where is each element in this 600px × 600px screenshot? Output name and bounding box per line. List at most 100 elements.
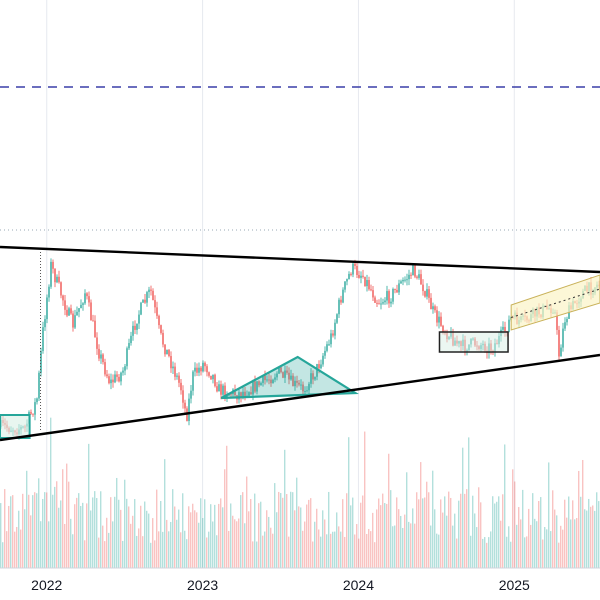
volume-bar [550, 531, 552, 568]
candle-body [134, 325, 136, 330]
candle-body [360, 275, 362, 278]
volume-bar [34, 492, 36, 568]
volume-bar [124, 479, 126, 568]
candle-body [220, 384, 222, 395]
volume-bar [198, 522, 200, 568]
volume-bar [356, 524, 358, 568]
candle-body [330, 333, 332, 345]
candle-body [336, 314, 338, 323]
candle-body [378, 303, 380, 305]
volume-bar [196, 512, 198, 568]
volume-bar [464, 493, 466, 568]
candle-body [318, 364, 320, 369]
candle-body [430, 297, 432, 310]
candle-body [416, 276, 418, 278]
volume-bar [308, 499, 310, 568]
volume-bar [46, 492, 48, 568]
candle-body [150, 289, 152, 291]
volume-bar [428, 492, 430, 568]
candle-body [412, 264, 414, 276]
volume-bar [90, 510, 92, 568]
volume-bar [526, 536, 528, 568]
volume-bar [312, 541, 314, 568]
volume-bar [556, 515, 558, 568]
candle-body [428, 289, 430, 298]
volume-bar [472, 495, 474, 568]
volume-bar [414, 523, 416, 568]
volume-bar [480, 502, 482, 568]
candle-body [302, 384, 304, 392]
candle-body [502, 326, 504, 330]
candle-body [388, 291, 390, 304]
candle-body [34, 402, 36, 415]
volume-bar [396, 497, 398, 568]
candle-body [272, 379, 274, 384]
volume-bar [192, 503, 194, 568]
candle-body [424, 291, 426, 297]
volume-bar [338, 526, 340, 568]
volume-bar [538, 501, 540, 568]
candle-body [398, 283, 400, 293]
volume-bar [206, 537, 208, 568]
volume-bar [222, 507, 224, 568]
range-box [438, 331, 509, 353]
consolidation-box-left [0, 414, 31, 439]
candle-body [362, 275, 364, 277]
volume-bar [374, 542, 376, 568]
candle-body [248, 392, 250, 396]
candle-body [296, 380, 298, 383]
volume-bar [592, 505, 594, 568]
candle-body [82, 303, 84, 305]
volume-bar [572, 500, 574, 568]
volume-bar [330, 533, 332, 568]
volume-bar [102, 525, 104, 568]
volume-bar [148, 513, 150, 568]
candle-body [160, 325, 162, 333]
volume-bar [272, 533, 274, 568]
volume-bar [568, 496, 570, 568]
candle-body [358, 274, 360, 278]
candle-body [354, 263, 356, 266]
volume-bar [126, 498, 128, 568]
volume-bar [470, 535, 472, 568]
candle-body [178, 375, 180, 383]
candle-body [262, 375, 264, 383]
candle-body [174, 366, 176, 377]
volume-bar [186, 539, 188, 568]
volume-bar [544, 527, 546, 568]
volume-bar [256, 541, 258, 568]
candle-body [332, 333, 334, 336]
x-tick-label: 2022 [31, 577, 62, 593]
candle-body [420, 274, 422, 285]
candle-body [120, 372, 122, 382]
volume-bar [570, 519, 572, 568]
candle-body [110, 379, 112, 384]
volume-bar [582, 459, 584, 568]
candle-body [556, 312, 558, 330]
volume-bar [232, 515, 234, 568]
candle-body [184, 402, 186, 409]
candle-body [188, 398, 190, 421]
volume-bar [486, 542, 488, 568]
candle-body [270, 379, 272, 384]
volume-bar [250, 499, 252, 568]
volume-bar [98, 537, 100, 568]
candle-body [408, 274, 410, 280]
volume-bar [128, 506, 130, 568]
candle-body [62, 295, 64, 301]
volume-bar [48, 521, 50, 568]
volume-bar [364, 431, 366, 568]
volume-bar [514, 481, 516, 568]
volume-bar [598, 501, 600, 568]
volume-bar [542, 539, 544, 568]
candle-body [158, 315, 160, 326]
candle-body [410, 274, 412, 276]
candle-body [350, 273, 352, 275]
candle-body [60, 282, 62, 296]
candle-body [280, 367, 282, 373]
candle-body [414, 264, 416, 277]
volume-bar [180, 532, 182, 568]
volume-bar [358, 538, 360, 568]
volume-bar [590, 506, 592, 568]
candle-body [92, 320, 94, 322]
